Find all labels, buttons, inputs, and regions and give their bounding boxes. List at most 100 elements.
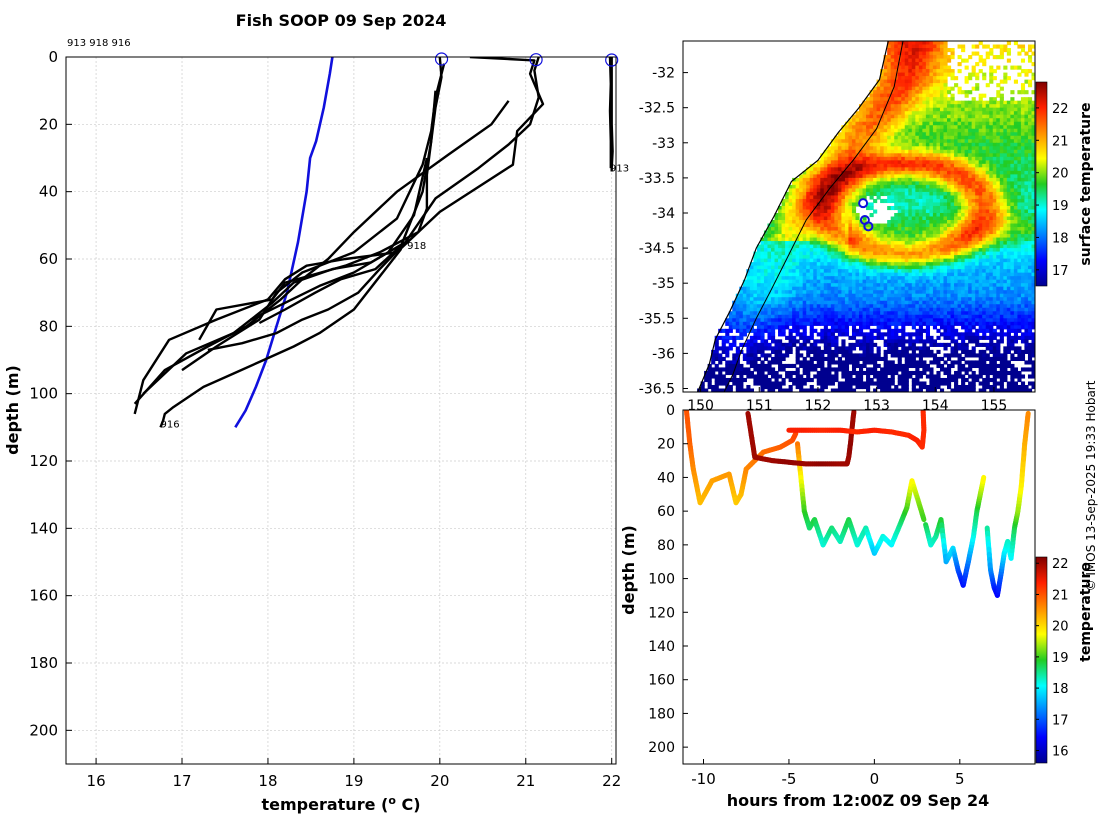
sst-cell (922, 255, 927, 260)
sst-cell (918, 212, 923, 218)
sst-cell (947, 290, 952, 295)
sst-cell (897, 97, 902, 102)
sst-cell (922, 79, 927, 84)
sst-cell (936, 135, 941, 140)
sst-cell (851, 114, 857, 119)
sst-cell (1020, 205, 1026, 211)
sst-cell (996, 255, 1001, 260)
sst-cell (778, 234, 783, 239)
sst-cell (763, 248, 769, 253)
sst-cell (841, 283, 846, 288)
sst-cell (915, 139, 920, 144)
sst-cell (961, 255, 966, 260)
sst-cell (992, 318, 997, 323)
sst-cell (1003, 227, 1008, 232)
sst-cell (1017, 202, 1022, 207)
sst-cell (961, 311, 966, 316)
sst-cell (897, 286, 902, 291)
sst-cell (869, 293, 874, 298)
sst-cell (999, 139, 1004, 144)
sst-cell (830, 181, 835, 186)
sst-cell (890, 300, 895, 305)
sst-cell (890, 297, 895, 302)
sst-cell (901, 163, 906, 168)
sst-cell (915, 160, 920, 165)
sst-cell (869, 237, 874, 242)
sst-cell (851, 160, 857, 165)
sst-cell (971, 156, 976, 161)
sst-cell (1024, 191, 1029, 197)
sst-cell (918, 279, 923, 284)
sst-cell (968, 100, 973, 105)
sst-cell (851, 279, 857, 284)
sst-cell (795, 191, 800, 197)
sst-cell (911, 248, 916, 253)
sst-cell (887, 104, 892, 109)
sst-cell (943, 269, 948, 274)
sst-cell (1024, 142, 1029, 147)
sst-cell (908, 160, 913, 165)
sst-cell (982, 216, 987, 221)
sst-cell (869, 191, 874, 197)
sst-cell (1031, 304, 1035, 309)
sst-cell (901, 41, 906, 46)
sst-cell (985, 153, 990, 158)
sst-cell (971, 248, 976, 253)
sst-cell (873, 223, 878, 228)
sst-cell (1024, 212, 1029, 218)
sst-cell (1017, 262, 1022, 267)
sst-cell (827, 227, 832, 232)
sst-cell (855, 132, 860, 137)
sst-cell (1013, 290, 1018, 295)
sst-cell (1003, 128, 1008, 133)
sst-cell (873, 146, 878, 151)
sst-cell (795, 181, 800, 186)
sst-cell (792, 300, 797, 305)
sst-cell (904, 244, 909, 249)
sst-cell (876, 118, 881, 123)
sst-cell (785, 212, 790, 218)
sst-cell (929, 160, 934, 165)
sst-cell (915, 93, 920, 98)
sst-cell (915, 86, 920, 91)
sst-cell (894, 279, 899, 284)
sst-cell (901, 160, 906, 165)
sst-cell (918, 58, 923, 63)
sst-cell (961, 121, 966, 126)
sst-cell (901, 174, 906, 179)
sst-cell (936, 132, 941, 137)
sst-cell (813, 290, 818, 295)
sst-cell (876, 156, 881, 161)
sst-cell (922, 307, 927, 312)
sst-cell (1010, 300, 1015, 305)
sst-cell (1006, 300, 1011, 305)
sst-cell (968, 230, 973, 235)
sst-cell (978, 307, 983, 312)
sst-cell (837, 293, 842, 298)
sst-cell (950, 318, 955, 323)
sst-cell (1006, 220, 1011, 225)
sst-cell (918, 220, 923, 225)
sst-cell (978, 121, 983, 126)
sst-cell (947, 269, 952, 274)
sst-cell (876, 97, 881, 102)
sst-cell (1024, 153, 1029, 158)
sst-cell (911, 237, 916, 242)
sst-cell (823, 314, 828, 319)
sst-cell (869, 177, 874, 182)
sst-cell (813, 237, 818, 242)
sst-cell (947, 167, 952, 172)
sst-cell (1017, 121, 1022, 126)
sst-cell (869, 181, 874, 186)
sst-cell (1003, 44, 1008, 49)
sst-cell (929, 48, 934, 53)
sst-cell (788, 272, 793, 277)
sst-cell (982, 156, 987, 161)
sst-cell (985, 272, 990, 277)
sst-cell (1013, 100, 1018, 105)
sst-cell (989, 69, 994, 74)
sst-cell (950, 279, 955, 284)
sst-cell (820, 227, 825, 232)
sst-cell (844, 160, 850, 165)
sst-cell (827, 230, 832, 235)
